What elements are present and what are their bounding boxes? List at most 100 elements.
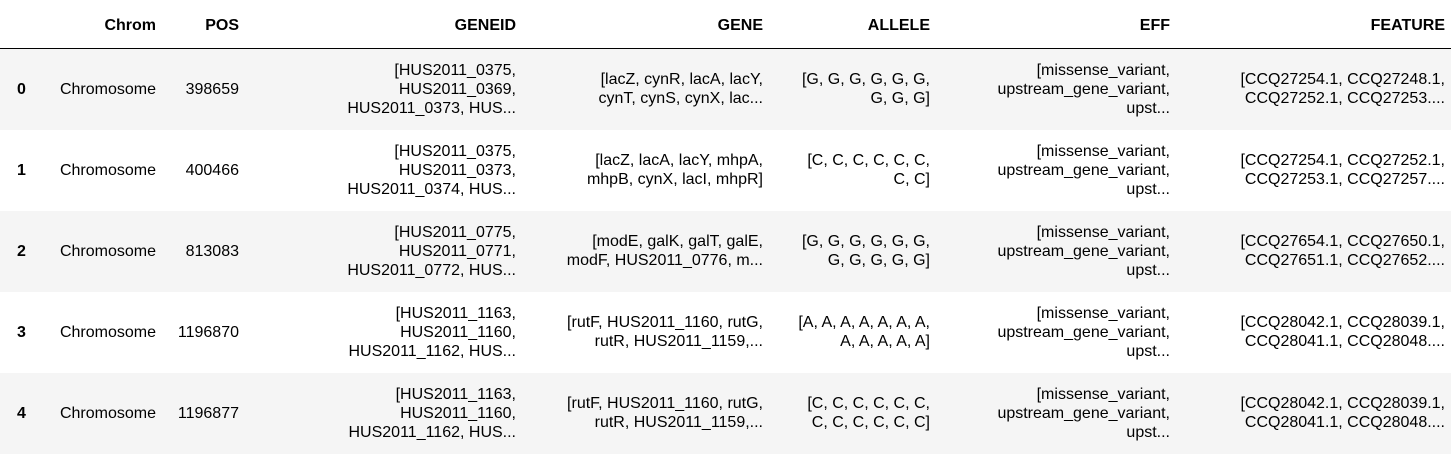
cell-eff: [missense_variant, upstream_gene_variant,… xyxy=(936,49,1176,130)
cell-eff: [missense_variant, upstream_gene_variant,… xyxy=(936,130,1176,211)
column-header-eff: EFF xyxy=(936,0,1176,49)
column-header-gene: GENE xyxy=(522,0,769,49)
header-row: Chrom POS GENEID GENE ALLELE EFF FEATURE xyxy=(0,0,1451,49)
cell-allele-line: C, C, C, C, C, C] xyxy=(811,414,930,431)
cell-feature-line: [CCQ27254.1, CCQ27248.1, xyxy=(1240,71,1445,89)
cell-gene-line: [rutF, HUS2011_1160, rutG, xyxy=(567,395,763,412)
cell-pos: 398659 xyxy=(185,80,239,98)
cell-feature-line: [CCQ27654.1, CCQ27650.1, xyxy=(1240,233,1445,250)
cell-allele: [C, C, C, C, C, C, C, C] xyxy=(769,130,936,211)
row-index: 4 xyxy=(17,404,26,422)
row-index: 1 xyxy=(17,161,26,179)
cell-gene-line: modF, HUS2011_0776, m... xyxy=(566,252,763,269)
table-header: Chrom POS GENEID GENE ALLELE EFF FEATURE xyxy=(0,0,1451,49)
cell-geneid: [HUS2011_0375, HUS2011_0373, HUS2011_0374,… xyxy=(245,130,522,211)
cell-gene: [lacZ, cynR, lacA, lacY, cynT, cynS, cynX… xyxy=(522,49,769,130)
cell-eff-line: upst... xyxy=(1126,261,1170,279)
cell-gene-line: [lacZ, lacA, lacY, mhpA, xyxy=(595,152,763,169)
row-index: 0 xyxy=(17,80,26,98)
dataframe-table: Chrom POS GENEID GENE ALLELE EFF FEATURE… xyxy=(0,0,1451,454)
cell-geneid-line: [HUS2011_1163, xyxy=(395,304,516,322)
table-body: 0 Chromosome 398659 [HUS2011_0375, HUS2011_0… xyxy=(0,48,1451,454)
column-header-chrom: Chrom xyxy=(34,0,162,49)
table-row: 1 Chromosome 400466 [HUS2011_0375, HUS2011_0… xyxy=(0,129,1451,211)
cell-geneid-line: HUS2011_0771, xyxy=(398,242,516,260)
cell-eff-line: [missense_variant, xyxy=(1036,142,1170,160)
cell-feature: [CCQ28042.1, CCQ28039.1, CCQ28041.1, CCQ2… xyxy=(1176,373,1451,454)
row-index: 3 xyxy=(17,323,26,341)
cell-geneid-line: HUS2011_0373, xyxy=(398,161,516,179)
cell-eff-line: [missense_variant, xyxy=(1036,223,1170,241)
cell-geneid-line: HUS2011_0373, HUS... xyxy=(347,99,516,117)
cell-geneid-line: HUS2011_1162, HUS... xyxy=(348,423,517,441)
cell-geneid-line: [HUS2011_0775, xyxy=(394,223,516,241)
column-header-pos: POS xyxy=(162,0,245,49)
cell-eff-line: upst... xyxy=(1126,423,1170,441)
cell-gene-line: [lacZ, cynR, lacA, lacY, xyxy=(600,71,763,89)
cell-eff-line: upstream_gene_variant, xyxy=(997,242,1170,260)
cell-gene: [modE, galK, galT, galE, modF, HUS2011_07… xyxy=(522,211,769,292)
cell-chrom: Chromosome xyxy=(59,242,156,260)
row-index: 2 xyxy=(17,242,26,260)
column-header-geneid: GENEID xyxy=(245,0,522,49)
cell-allele-line: [C, C, C, C, C, C, xyxy=(807,152,930,169)
cell-allele-line: G, G, G] xyxy=(870,90,930,108)
cell-eff-line: upst... xyxy=(1126,99,1170,117)
cell-geneid-line: HUS2011_0369, xyxy=(398,80,516,98)
cell-geneid: [HUS2011_0775, HUS2011_0771, HUS2011_0772,… xyxy=(245,211,522,292)
cell-gene: [lacZ, lacA, lacY, mhpA, mhpB, cynX, lacI… xyxy=(522,130,769,211)
cell-feature-line: [CCQ27254.1, CCQ27252.1, xyxy=(1240,152,1445,169)
cell-geneid-line: [HUS2011_0375, xyxy=(394,142,516,160)
cell-gene-line: [modE, galK, galT, galE, xyxy=(592,233,763,250)
cell-gene-line: rutR, HUS2011_1159,... xyxy=(594,414,763,431)
cell-chrom: Chromosome xyxy=(59,80,156,98)
column-header-allele: ALLELE xyxy=(769,0,936,49)
cell-pos: 1196877 xyxy=(177,404,239,422)
cell-geneid-line: [HUS2011_1163, xyxy=(395,385,516,403)
cell-feature: [CCQ27654.1, CCQ27650.1, CCQ27651.1, CCQ2… xyxy=(1176,211,1451,292)
cell-eff-line: upstream_gene_variant, xyxy=(997,323,1170,341)
cell-allele: [C, C, C, C, C, C, C, C, C, C, C, C] xyxy=(769,373,936,454)
cell-allele-line: G, G, G, G, G] xyxy=(827,252,930,269)
table-row: 0 Chromosome 398659 [HUS2011_0375, HUS2011_0… xyxy=(0,48,1451,130)
cell-eff-line: upst... xyxy=(1126,342,1170,360)
cell-feature-line: CCQ28041.1, CCQ28048.... xyxy=(1244,333,1445,350)
cell-pos: 400466 xyxy=(185,161,239,179)
cell-feature: [CCQ27254.1, CCQ27252.1, CCQ27253.1, CCQ2… xyxy=(1176,130,1451,211)
table-row: 2 Chromosome 813083 [HUS2011_0775, HUS2011_0… xyxy=(0,210,1451,292)
cell-feature-line: CCQ28041.1, CCQ28048.... xyxy=(1244,414,1445,431)
cell-eff-line: [missense_variant, xyxy=(1036,304,1170,322)
cell-feature-line: CCQ27253.1, CCQ27257.... xyxy=(1244,171,1445,188)
column-header-feature: FEATURE xyxy=(1176,0,1451,49)
table-row: 3 Chromosome 1196870 [HUS2011_1163, HUS2011_… xyxy=(0,291,1451,373)
table-row: 4 Chromosome 1196877 [HUS2011_1163, HUS2011_… xyxy=(0,372,1451,454)
cell-eff-line: upstream_gene_variant, xyxy=(997,80,1170,98)
cell-feature-line: CCQ27252.1, CCQ27253.... xyxy=(1244,90,1445,108)
cell-feature: [CCQ27254.1, CCQ27248.1, CCQ27252.1, CCQ2… xyxy=(1176,49,1451,130)
cell-eff: [missense_variant, upstream_gene_variant,… xyxy=(936,373,1176,454)
cell-feature-line: [CCQ28042.1, CCQ28039.1, xyxy=(1240,314,1445,331)
cell-eff-line: [missense_variant, xyxy=(1036,385,1170,403)
cell-chrom: Chromosome xyxy=(59,323,156,341)
cell-geneid: [HUS2011_0375, HUS2011_0369, HUS2011_0373,… xyxy=(245,49,522,130)
cell-allele-line: [C, C, C, C, C, C, xyxy=(807,395,930,412)
cell-feature: [CCQ28042.1, CCQ28039.1, CCQ28041.1, CCQ2… xyxy=(1176,292,1451,373)
cell-allele: [A, A, A, A, A, A, A, A, A, A, A, A] xyxy=(769,292,936,373)
cell-gene: [rutF, HUS2011_1160, rutG, rutR, HUS2011_… xyxy=(522,373,769,454)
cell-geneid-line: HUS2011_1160, xyxy=(400,404,516,422)
cell-gene: [rutF, HUS2011_1160, rutG, rutR, HUS2011_… xyxy=(522,292,769,373)
cell-feature-line: CCQ27651.1, CCQ27652.... xyxy=(1244,252,1445,269)
cell-allele: [G, G, G, G, G, G, G, G, G] xyxy=(769,49,936,130)
cell-geneid: [HUS2011_1163, HUS2011_1160, HUS2011_1162,… xyxy=(245,373,522,454)
cell-gene-line: rutR, HUS2011_1159,... xyxy=(594,333,763,350)
cell-geneid-line: HUS2011_0772, HUS... xyxy=(347,261,516,279)
cell-allele-line: C, C] xyxy=(893,171,930,188)
cell-eff-line: upst... xyxy=(1126,180,1170,198)
cell-geneid-line: HUS2011_1162, HUS... xyxy=(348,342,517,360)
cell-eff-line: upstream_gene_variant, xyxy=(997,404,1170,422)
index-column-header xyxy=(0,0,34,49)
cell-eff: [missense_variant, upstream_gene_variant,… xyxy=(936,211,1176,292)
cell-allele-line: [A, A, A, A, A, A, A, xyxy=(798,314,930,331)
cell-eff: [missense_variant, upstream_gene_variant,… xyxy=(936,292,1176,373)
cell-allele: [G, G, G, G, G, G, G, G, G, G, G] xyxy=(769,211,936,292)
